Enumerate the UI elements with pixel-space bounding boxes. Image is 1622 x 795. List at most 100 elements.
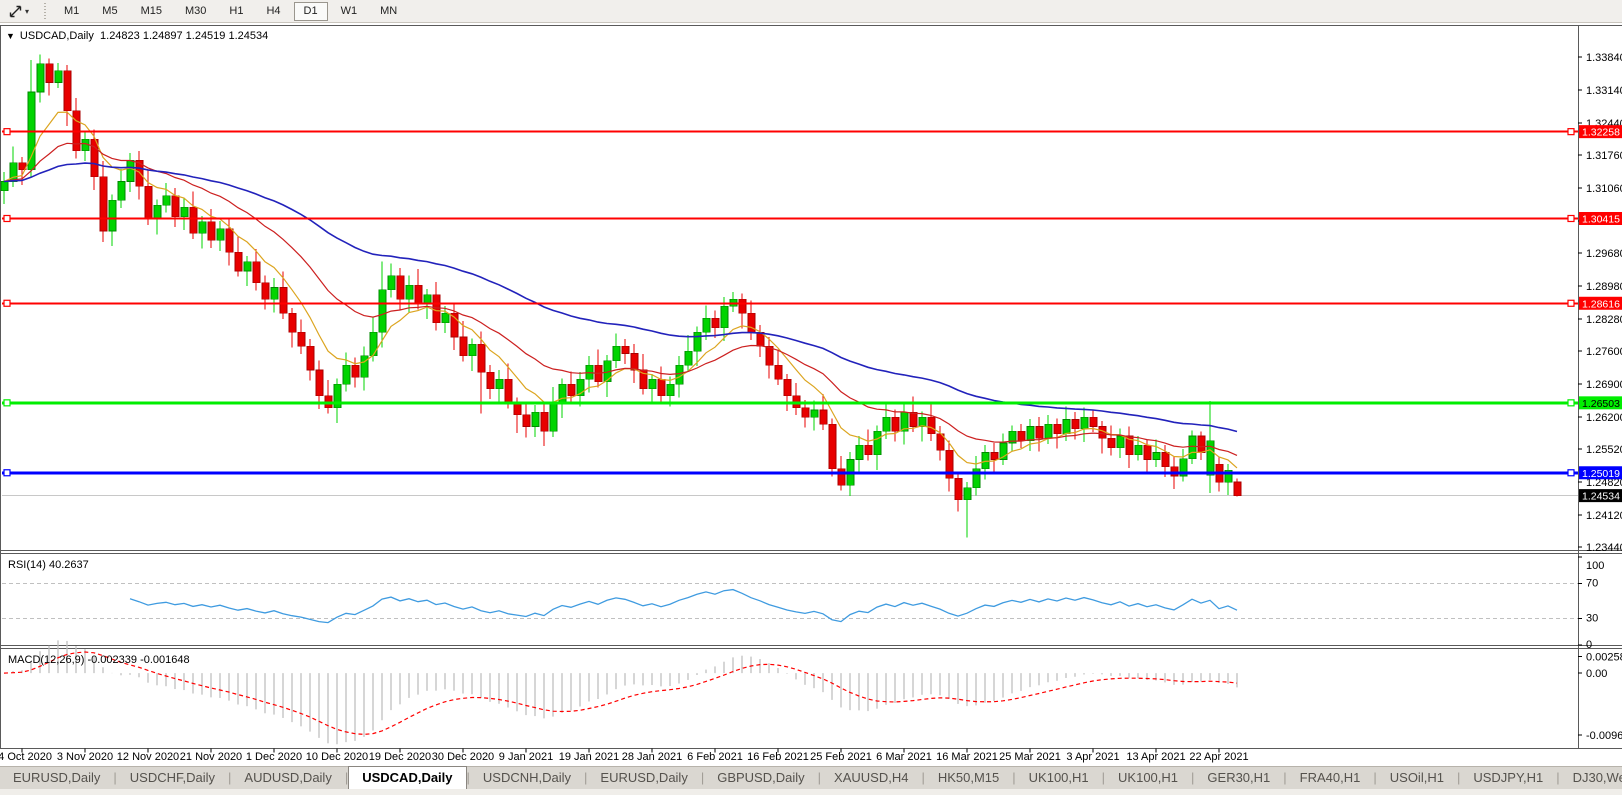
current-price-axis-box: 1.24534 [1579,489,1622,503]
timeframe-button-group: M1 M5 M15 M30 H1 H4 D1 W1 MN [54,1,410,21]
timeframe-button-mn[interactable]: MN [380,4,398,17]
panel-borders [0,25,1622,749]
svg-text:1.25019: 1.25019 [1582,468,1620,480]
svg-text:0.00258: 0.00258 [1586,652,1622,664]
symbol-tab-xauusd-h4[interactable]: XAUUSD,H4 [834,770,909,785]
timeframe-button-w1[interactable]: W1 [340,4,358,17]
svg-text:19 Dec 2020: 19 Dec 2020 [369,751,431,763]
tab-separator: | [228,770,232,785]
fast-ma-line [3,111,1238,469]
symbol-tab-fra40-h1[interactable]: FRA40,H1 [1299,770,1361,785]
timeframe-button-m15[interactable]: M15 [140,4,162,17]
chart-canvas[interactable]: 1.338401.331401.324401.317601.310601.303… [0,23,1622,767]
svg-text:24 Oct 2020: 24 Oct 2020 [0,751,52,763]
svg-text:1.30415: 1.30415 [1582,213,1620,225]
symbol-tab-hk50-m15[interactable]: HK50,M15 [937,770,1000,785]
tab-separator: | [921,770,925,785]
candles-layer [0,54,1242,538]
tab-separator: | [1101,770,1106,785]
slow-ma-line [3,162,1238,433]
timeframe-button-d1[interactable]: D1 [293,1,328,21]
svg-text:9 Jan 2021: 9 Jan 2021 [499,751,553,763]
svg-text:70: 70 [1586,577,1598,589]
svg-text:1.23440: 1.23440 [1586,542,1622,554]
chart-ohlc-readout: 1.24823 1.24897 1.24519 1.24534 [100,30,269,42]
svg-text:3 Apr 2021: 3 Apr 2021 [1066,751,1119,763]
level-line-1.32258[interactable]: 1.32258 [2,125,1622,139]
svg-text:10 Dec 2020: 10 Dec 2020 [306,751,368,763]
level-line-1.30415[interactable]: 1.30415 [2,211,1622,226]
svg-text:0.00: 0.00 [1586,668,1607,680]
symbol-tab-usoil-h1[interactable]: USOil,H1 [1389,770,1444,785]
level-line-1.26503[interactable]: 1.26503 [2,396,1622,410]
svg-text:1.29680: 1.29680 [1586,248,1622,260]
macd-indicator-label: MACD(12,26,9) -0.002339 -0.001648 [8,654,190,666]
cursor-tool-button[interactable]: ▾ [4,1,33,22]
symbol-tab-bar: EURUSD,Daily | USDCHF,Daily | AUDUSD,Daily | U… [0,766,1622,789]
svg-text:1.28616: 1.28616 [1582,298,1620,310]
svg-text:19 Jan 2021: 19 Jan 2021 [559,751,620,763]
tab-separator: | [1556,770,1560,785]
tab-separator: | [344,770,349,785]
svg-text:21 Nov 2020: 21 Nov 2020 [180,751,242,763]
svg-text:16 Feb 2021: 16 Feb 2021 [747,751,809,763]
timeframe-button-h4[interactable]: H4 [266,4,281,17]
svg-text:13 Apr 2021: 13 Apr 2021 [1126,751,1185,763]
toolbar-drag-handle[interactable] [43,3,49,19]
symbol-tab-eurusd-daily[interactable]: EURUSD,Daily [13,770,101,785]
chevron-down-icon: ▾ [25,6,30,16]
svg-text:28 Jan 2021: 28 Jan 2021 [622,751,683,763]
symbol-tab-eurusd-daily[interactable]: EURUSD,Daily [600,770,688,785]
chart-title-readout: ▼ USDCAD,Daily 1.24823 1.24897 1.24519 1.… [6,30,268,42]
tab-separator: | [1283,770,1287,785]
svg-text:6 Feb 2021: 6 Feb 2021 [687,751,743,763]
symbol-tab-ger30-h1[interactable]: GER30,H1 [1207,770,1271,785]
svg-text:6 Mar 2021: 6 Mar 2021 [876,751,932,763]
rsi-line [129,588,1238,624]
symbol-tab-uk100-h1[interactable]: UK100,H1 [1118,770,1179,785]
symbol-tab-dj30-weekly[interactable]: DJ30,Weekly [1572,770,1622,785]
rsi-indicator-label: RSI(14) 40.2637 [8,559,89,571]
timeframe-button-h1[interactable]: H1 [229,4,244,17]
symbol-tab-audusd-daily[interactable]: AUDUSD,Daily [244,770,332,785]
timeframe-button-m30[interactable]: M30 [184,4,207,17]
symbol-tab-gbpusd-daily[interactable]: GBPUSD,Daily [717,770,805,785]
symbol-tab-usdcad-daily[interactable]: USDCAD,Daily [348,766,467,789]
macd-panel: 0.00258 0.00 -0.009687 [3,640,1622,745]
svg-text:3 Nov 2020: 3 Nov 2020 [57,751,113,763]
tab-separator: | [817,770,822,785]
chart-menu-dropdown-icon[interactable]: ▼ [6,31,15,41]
symbol-tab-usdjpy-h1[interactable]: USDJPY,H1 [1473,770,1544,785]
tab-separator: | [113,770,117,785]
svg-text:1.32258: 1.32258 [1582,127,1620,139]
symbol-tab-usdchf-daily[interactable]: USDCHF,Daily [129,770,216,785]
tab-separator: | [1191,770,1195,785]
svg-text:-0.009687: -0.009687 [1586,730,1622,742]
level-line-1.25019[interactable]: 1.25019 [2,466,1622,480]
svg-text:1.31060: 1.31060 [1586,183,1622,195]
svg-text:1.27600: 1.27600 [1586,346,1622,358]
symbol-tab-usdcnh-daily[interactable]: USDCNH,Daily [482,770,572,785]
svg-text:100: 100 [1586,560,1604,572]
svg-text:22 Apr 2021: 22 Apr 2021 [1189,751,1248,763]
chart-symbol-label: USDCAD,Daily [19,30,94,42]
bottom-strip [0,789,1622,795]
timeframe-button-m5[interactable]: M5 [102,4,118,17]
svg-text:16 Mar 2021: 16 Mar 2021 [936,751,998,763]
rsi-panel: 100 70 30 0 [2,556,1604,651]
level-line-1.28616[interactable]: 1.28616 [2,296,1622,311]
svg-text:30: 30 [1586,613,1598,625]
svg-text:1.28980: 1.28980 [1586,281,1622,293]
symbol-tab-uk100-h1[interactable]: UK100,H1 [1028,770,1089,785]
svg-text:25 Feb 2021: 25 Feb 2021 [810,751,872,763]
svg-text:1.24120: 1.24120 [1586,510,1622,522]
tab-separator: | [584,770,588,785]
svg-text:30 Dec 2020: 30 Dec 2020 [432,751,494,763]
tab-separator: | [466,770,470,785]
toolbar: ▾ M1 M5 M15 M30 H1 H4 D1 W1 MN [0,0,1622,23]
svg-text:1.26503: 1.26503 [1582,398,1620,410]
crosshair-cursor-icon [9,5,22,17]
svg-text:1 Dec 2020: 1 Dec 2020 [246,751,302,763]
timeframe-button-m1[interactable]: M1 [64,4,80,17]
